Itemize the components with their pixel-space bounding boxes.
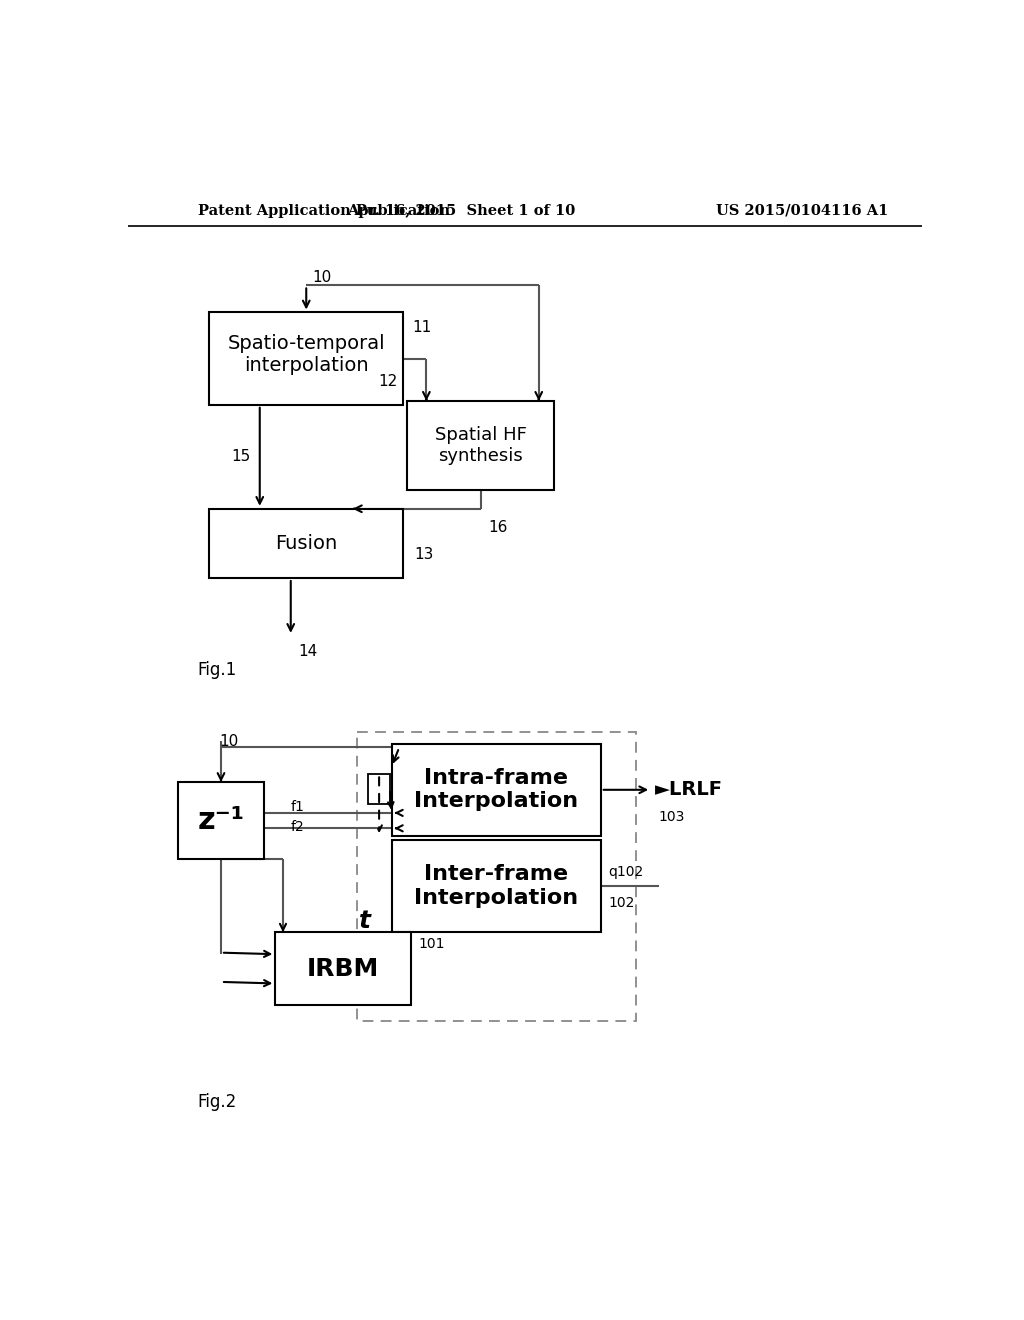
Text: z⁻¹: z⁻¹ [198,807,245,836]
Text: Inter-frame
Interpolation: Inter-frame Interpolation [414,865,579,908]
Text: 13: 13 [415,548,434,562]
Text: IRBM: IRBM [307,957,379,981]
Text: t: t [358,908,371,933]
Bar [275,932,411,1006]
Text: 10: 10 [312,271,332,285]
Bar [178,781,263,859]
Text: Fig.1: Fig.1 [198,661,237,680]
Bar [209,313,403,405]
Bar [407,401,554,490]
Text: 102: 102 [608,896,635,909]
Text: 11: 11 [413,321,432,335]
Bar [209,508,403,578]
Text: 15: 15 [231,449,251,465]
Text: 103: 103 [658,809,685,824]
Bar [391,840,601,932]
Text: f1: f1 [291,800,304,813]
Text: 14: 14 [299,644,317,659]
Text: Fig.2: Fig.2 [198,1093,237,1110]
Text: 10: 10 [219,734,239,748]
Bar [356,733,636,1020]
Text: Fusion: Fusion [275,533,337,553]
Text: 101: 101 [419,937,445,950]
Text: US 2015/0104116 A1: US 2015/0104116 A1 [716,203,889,218]
Text: f2: f2 [291,821,304,834]
Text: Apr. 16, 2015  Sheet 1 of 10: Apr. 16, 2015 Sheet 1 of 10 [347,203,575,218]
Bar [369,775,390,804]
Bar [391,743,601,836]
Text: Spatial HF
synthesis: Spatial HF synthesis [434,426,526,465]
Text: ►LRLF: ►LRLF [655,780,723,800]
Text: Spatio-temporal
interpolation: Spatio-temporal interpolation [227,334,385,375]
Text: 16: 16 [488,520,508,536]
Text: 12: 12 [379,374,397,389]
Text: q102: q102 [608,865,644,879]
Text: Patent Application Publication: Patent Application Publication [198,203,450,218]
Text: Intra-frame
Interpolation: Intra-frame Interpolation [414,768,579,812]
